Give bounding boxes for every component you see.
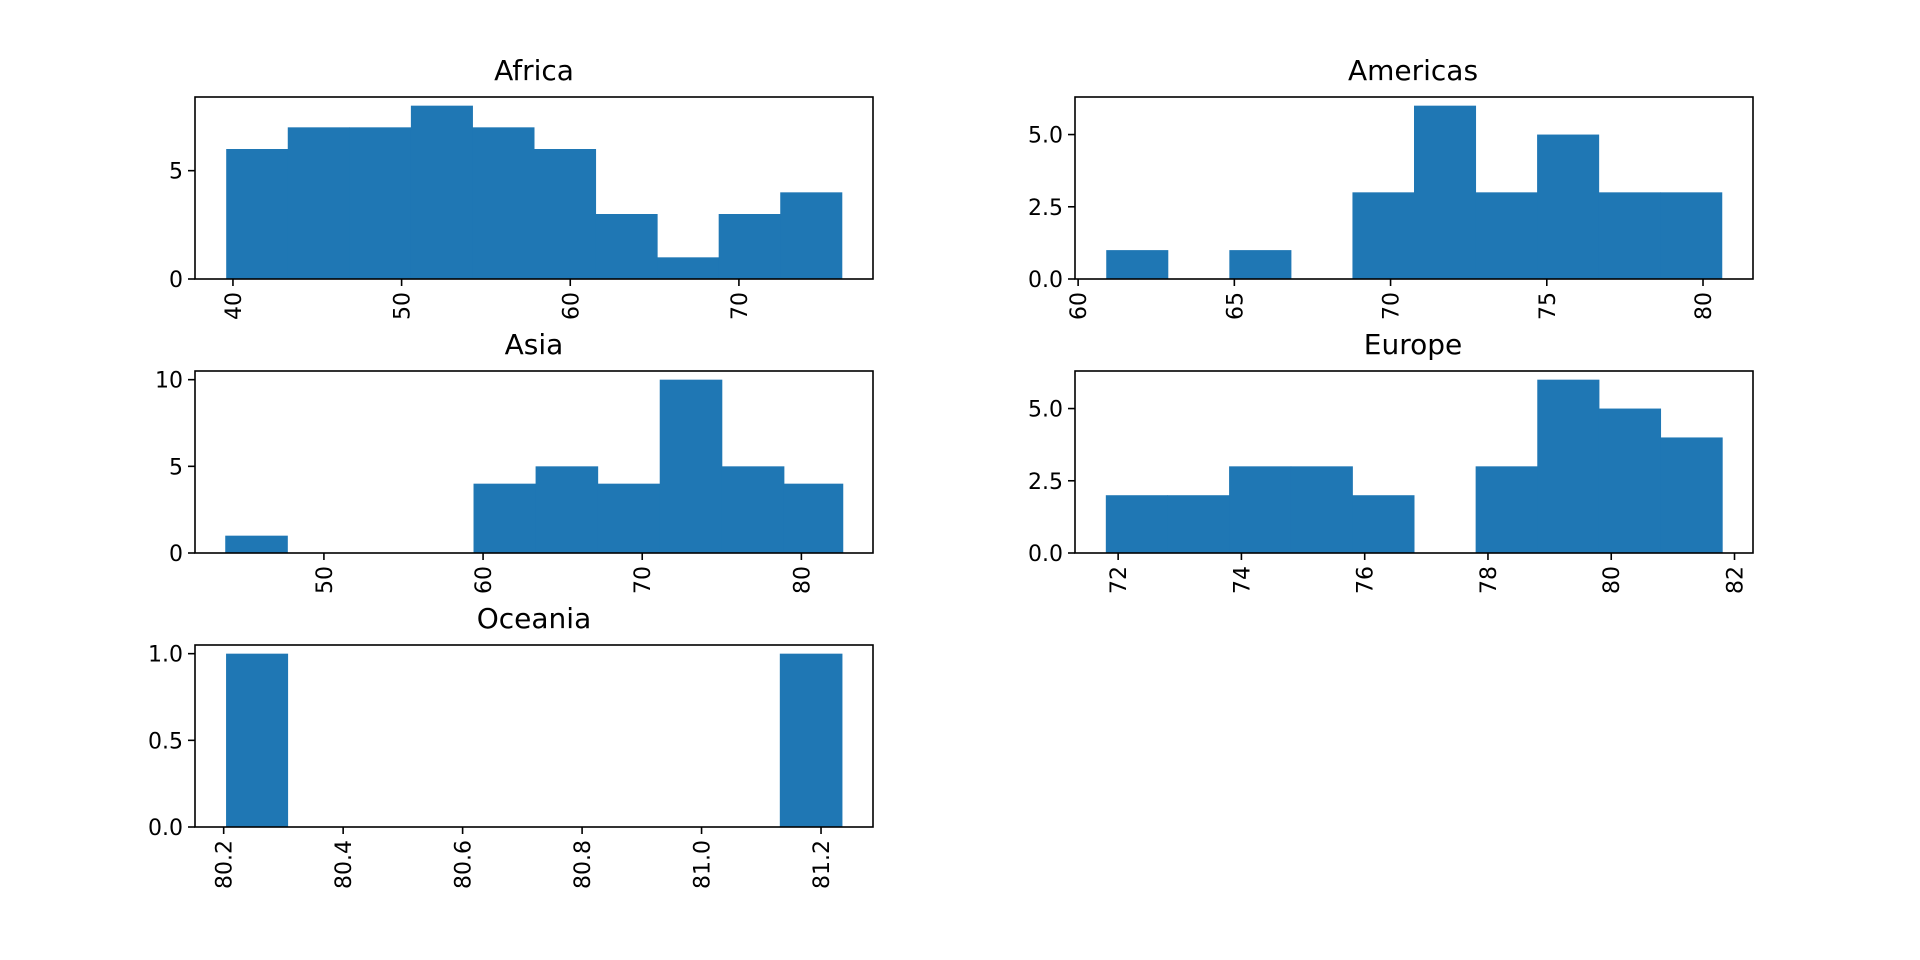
y-tick-label: 5 [169, 160, 183, 185]
histogram-bar [287, 127, 350, 279]
histogram-bar [779, 653, 843, 827]
x-tick-label: 60 [472, 566, 497, 594]
histogram-bar [1660, 437, 1723, 553]
x-tick-label: 80 [1692, 292, 1717, 320]
histogram-bar [1537, 134, 1600, 279]
histogram-bar [1660, 192, 1723, 279]
histogram-bar [1167, 495, 1230, 553]
histogram-bar [1598, 408, 1662, 553]
histogram-bar [226, 149, 289, 279]
x-tick-label: 81.2 [810, 840, 835, 889]
y-tick-label: 1.0 [148, 643, 183, 668]
x-tick-label: 78 [1477, 566, 1502, 594]
y-tick-label: 0 [169, 542, 183, 567]
histogram-bar [1475, 466, 1538, 553]
subplot-title: Americas [1348, 54, 1478, 87]
subplot-title: Oceania [477, 602, 592, 635]
subplot-title: Africa [494, 54, 574, 87]
y-tick-label: 0.5 [148, 729, 183, 754]
x-tick-label: 80.4 [332, 840, 357, 889]
axes-frame [1074, 96, 1754, 280]
histogram-bar [718, 214, 781, 279]
x-tick-label: 80 [1600, 566, 1625, 594]
x-tick-label: 70 [728, 292, 753, 320]
histogram-bar [534, 149, 597, 279]
histogram-bar [1229, 250, 1292, 279]
y-tick-label: 0.0 [1028, 268, 1063, 293]
histogram-bar [472, 127, 535, 279]
histogram-bar [1352, 495, 1415, 553]
x-tick-label: 75 [1536, 292, 1561, 320]
histogram-bar [535, 466, 599, 553]
histogram-bar [1598, 192, 1661, 279]
x-tick-label: 80.6 [452, 840, 477, 889]
panel-africa: Africa 0 5 40 50 60 70 [169, 54, 874, 320]
panel-asia: Asia 0 5 10 50 60 70 80 [155, 328, 874, 594]
panel-americas: Americas 0.0 2.5 5.0 60 65 70 75 80 [1028, 54, 1754, 320]
x-tick-label: 74 [1230, 566, 1255, 594]
x-tick-label: 80.8 [571, 840, 596, 889]
histogram-bar [1105, 495, 1168, 553]
histogram-bar [595, 214, 658, 279]
y-tick-label: 5.0 [1028, 398, 1063, 423]
x-tick-label: 70 [631, 566, 656, 594]
panel-oceania: Oceania 0.0 0.5 1.0 80.2 80.4 80.6 80.8 81.0 81.… [148, 602, 874, 889]
x-tick-label: 50 [391, 292, 416, 320]
histogram-bar [225, 535, 288, 553]
subplot-title: Europe [1364, 328, 1462, 361]
histogram-bar [1290, 466, 1353, 553]
histogram-bar [657, 257, 720, 279]
histogram-bar [1414, 105, 1477, 280]
histogram-bar [780, 192, 843, 279]
axes-frame [194, 96, 874, 280]
histogram-bar [783, 483, 844, 553]
histogram-bar [410, 105, 473, 280]
x-tick-label: 80 [790, 566, 815, 594]
x-tick-label: 81.0 [691, 840, 716, 889]
axes-frame [1074, 370, 1754, 554]
y-tick-label: 5 [169, 455, 183, 480]
histogram-bar [1229, 466, 1292, 553]
histogram-bar [473, 483, 537, 553]
x-tick-label: 82 [1724, 566, 1749, 594]
histogram-bar [226, 653, 289, 827]
x-tick-label: 60 [559, 292, 584, 320]
panel-europe: Europe 0.0 2.5 5.0 72 74 76 78 80 82 [1028, 328, 1754, 594]
histogram-bar [1352, 192, 1415, 279]
y-tick-label: 10 [155, 369, 183, 394]
y-tick-label: 0 [169, 268, 183, 293]
x-tick-label: 50 [313, 566, 338, 594]
x-tick-label: 65 [1223, 292, 1248, 320]
histogram-bar [349, 127, 412, 279]
histogram-bar [721, 466, 785, 553]
x-tick-label: 72 [1107, 566, 1132, 594]
y-tick-label: 0.0 [148, 816, 183, 841]
histogram-bar [1475, 192, 1538, 279]
histogram-bar [597, 483, 661, 553]
y-tick-label: 2.5 [1028, 196, 1063, 221]
y-tick-label: 5.0 [1028, 124, 1063, 149]
x-tick-label: 60 [1067, 292, 1092, 320]
x-tick-label: 40 [222, 292, 247, 320]
histogram-bar [1106, 250, 1169, 279]
axes-frame [194, 644, 874, 828]
x-tick-label: 76 [1354, 566, 1379, 594]
x-tick-label: 80.2 [213, 840, 238, 889]
subplot-title: Asia [505, 328, 564, 361]
x-tick-label: 70 [1380, 292, 1405, 320]
histogram-bar [659, 379, 723, 553]
axes-frame [194, 370, 874, 554]
histogram-bar [1537, 379, 1600, 553]
y-tick-label: 2.5 [1028, 470, 1063, 495]
y-tick-label: 0.0 [1028, 542, 1063, 567]
